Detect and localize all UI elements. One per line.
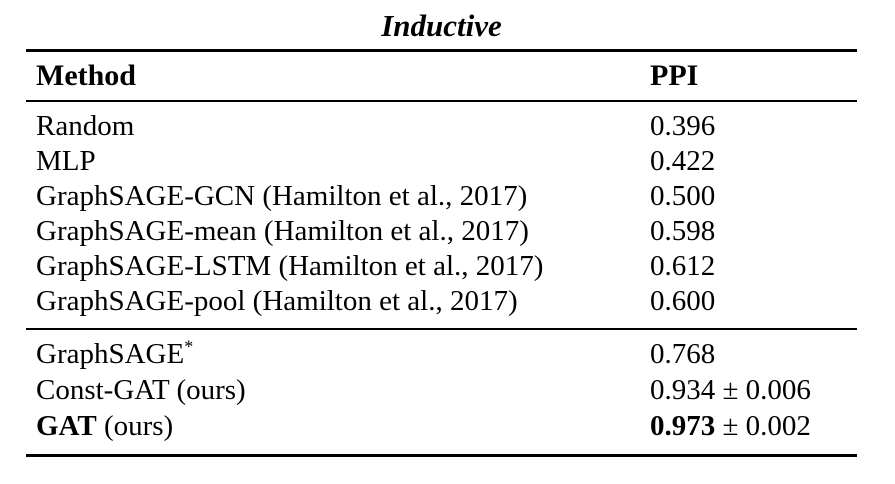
gat-rows-group: GraphSAGE* 0.768 Const-GAT (ours) 0.934 … xyxy=(26,330,857,454)
table-top-rule xyxy=(26,49,857,52)
method-text: GraphSAGE-GCN (Hamilton et al., 2017) xyxy=(36,180,528,212)
baseline-rows-group: Random 0.396 MLP 0.422 GraphSAGE-GCN (Ha… xyxy=(26,102,857,328)
ppi-value: 0.422 xyxy=(650,145,716,177)
table-row: GraphSAGE-pool (Hamilton et al., 2017) 0… xyxy=(26,284,857,319)
ppi-cell: 0.422 xyxy=(650,144,857,179)
ppi-value: 0.600 xyxy=(650,285,716,317)
ppi-cell: 0.973 ± 0.002 xyxy=(650,408,857,444)
table-row: GraphSAGE-GCN (Hamilton et al., 2017) 0.… xyxy=(26,179,857,214)
ppi-cell: 0.500 xyxy=(650,179,857,214)
ppi-value: 0.934 ± 0.006 xyxy=(650,374,811,406)
ppi-value: 0.500 xyxy=(650,180,716,212)
ppi-value: 0.396 xyxy=(650,110,716,142)
ppi-cell: 0.600 xyxy=(650,284,857,319)
method-text: GraphSAGE-pool (Hamilton et al., 2017) xyxy=(36,285,518,317)
method-text: GraphSAGE-mean (Hamilton et al., 2017) xyxy=(36,215,529,247)
table-row: GAT (ours) 0.973 ± 0.002 xyxy=(26,408,857,444)
method-text: GraphSAGE-LSTM (Hamilton et al., 2017) xyxy=(36,250,544,282)
table-row: GraphSAGE* 0.768 xyxy=(26,336,857,372)
method-text: MLP xyxy=(36,145,96,177)
method-cell: GraphSAGE-mean (Hamilton et al., 2017) xyxy=(36,214,650,249)
ppi-value: 0.612 xyxy=(650,250,716,282)
table-bottom-rule xyxy=(26,454,857,457)
method-cell: GraphSAGE* xyxy=(36,336,650,372)
method-text: Const-GAT (ours) xyxy=(36,374,246,406)
ppi-value: 0.598 xyxy=(650,215,716,247)
method-cell: MLP xyxy=(36,144,650,179)
ppi-value: ± 0.002 xyxy=(715,410,811,442)
ppi-cell: 0.396 xyxy=(650,109,857,144)
ppi-cell: 0.612 xyxy=(650,249,857,284)
table-row: GraphSAGE-LSTM (Hamilton et al., 2017) 0… xyxy=(26,249,857,284)
method-cell: GraphSAGE-GCN (Hamilton et al., 2017) xyxy=(36,179,650,214)
table-title: Inductive xyxy=(381,8,502,43)
results-table: Inductive Method PPI Random 0.396 MLP 0.… xyxy=(26,0,857,457)
method-column-header: Method xyxy=(36,59,136,92)
table-header-row: Method PPI xyxy=(26,52,857,100)
ppi-cell: 0.934 ± 0.006 xyxy=(650,372,857,408)
method-text: Random xyxy=(36,110,135,142)
ppi-column-header: PPI xyxy=(650,59,699,92)
table-row: Random 0.396 xyxy=(26,109,857,144)
method-cell: GAT (ours) xyxy=(36,408,650,444)
method-cell: Random xyxy=(36,109,650,144)
table-row: GraphSAGE-mean (Hamilton et al., 2017) 0… xyxy=(26,214,857,249)
ppi-cell: 0.768 xyxy=(650,336,857,372)
method-cell: Const-GAT (ours) xyxy=(36,372,650,408)
method-text: (ours) xyxy=(96,410,174,442)
method-text-bold: GAT xyxy=(36,410,97,442)
ppi-value: 0.768 xyxy=(650,338,716,370)
method-superscript: * xyxy=(184,336,194,357)
method-text: GraphSAGE xyxy=(36,338,185,370)
header-separator-rule xyxy=(26,100,857,102)
method-cell: GraphSAGE-pool (Hamilton et al., 2017) xyxy=(36,284,650,319)
ppi-value-bold: 0.973 xyxy=(650,410,716,442)
ppi-cell: 0.598 xyxy=(650,214,857,249)
table-row: MLP 0.422 xyxy=(26,144,857,179)
method-cell: GraphSAGE-LSTM (Hamilton et al., 2017) xyxy=(36,249,650,284)
group-separator-rule xyxy=(26,328,857,330)
table-row: Const-GAT (ours) 0.934 ± 0.006 xyxy=(26,372,857,408)
